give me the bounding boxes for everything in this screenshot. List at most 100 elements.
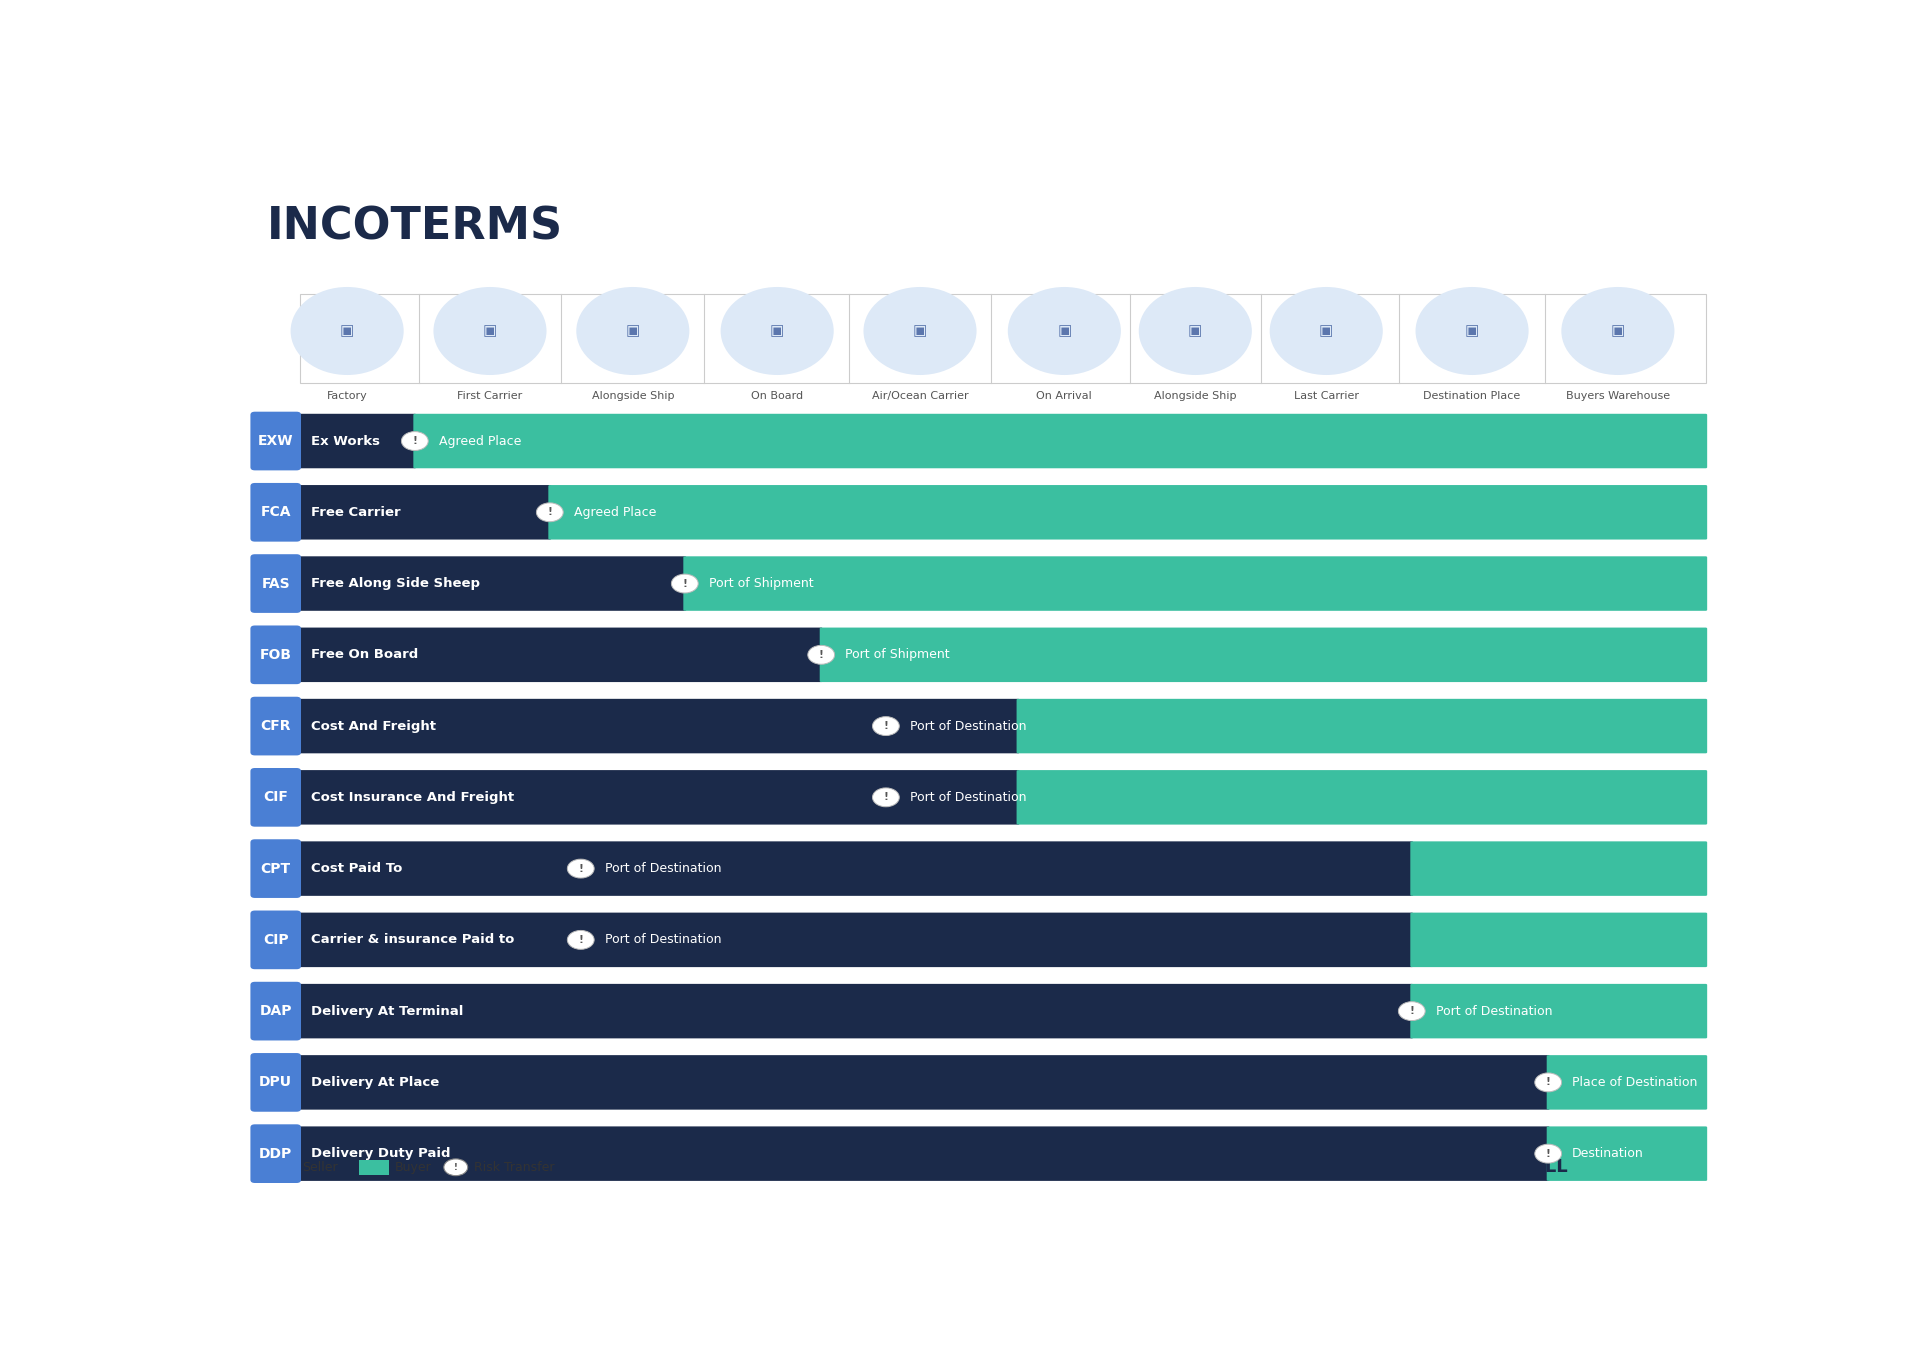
FancyBboxPatch shape xyxy=(298,627,822,682)
Text: Delivery Duty Paid: Delivery Duty Paid xyxy=(311,1147,451,1160)
Text: Free Along Side Sheep: Free Along Side Sheep xyxy=(311,577,480,591)
Text: Port of Destination: Port of Destination xyxy=(910,720,1025,732)
Text: ►: ► xyxy=(1634,1160,1645,1175)
Text: !: ! xyxy=(413,436,417,446)
FancyBboxPatch shape xyxy=(1016,770,1707,825)
Text: First Carrier: First Carrier xyxy=(457,391,522,400)
Text: ▣: ▣ xyxy=(912,324,927,339)
Ellipse shape xyxy=(576,287,689,376)
Text: Cost Paid To: Cost Paid To xyxy=(311,862,403,875)
Text: !: ! xyxy=(1409,1006,1415,1017)
FancyBboxPatch shape xyxy=(1548,1127,1707,1181)
Circle shape xyxy=(401,431,428,450)
Bar xyxy=(300,294,1705,384)
Ellipse shape xyxy=(290,287,403,376)
Text: ▣: ▣ xyxy=(1188,324,1202,339)
Text: !: ! xyxy=(682,578,687,588)
Text: !: ! xyxy=(1546,1149,1551,1158)
Circle shape xyxy=(1398,1002,1425,1021)
Text: CIP: CIP xyxy=(263,932,288,947)
Ellipse shape xyxy=(1415,287,1528,376)
Text: Delivery At Place: Delivery At Place xyxy=(311,1077,440,1089)
Text: Free Carrier: Free Carrier xyxy=(311,506,401,519)
FancyBboxPatch shape xyxy=(298,770,1020,825)
Circle shape xyxy=(566,859,593,878)
Text: FORW: FORW xyxy=(1578,1158,1640,1176)
FancyBboxPatch shape xyxy=(250,768,301,826)
Text: Factory: Factory xyxy=(326,391,367,400)
Text: !: ! xyxy=(578,864,584,874)
Text: Last Carrier: Last Carrier xyxy=(1294,391,1359,400)
Text: !: ! xyxy=(818,649,824,660)
FancyBboxPatch shape xyxy=(250,483,301,542)
FancyBboxPatch shape xyxy=(250,1053,301,1112)
Text: Carrier & insurance Paid to: Carrier & insurance Paid to xyxy=(311,934,515,946)
Text: Seller: Seller xyxy=(303,1161,338,1173)
FancyBboxPatch shape xyxy=(1548,1055,1707,1109)
Circle shape xyxy=(566,931,593,950)
Text: Port of Destination: Port of Destination xyxy=(1436,1004,1551,1018)
Text: DAP: DAP xyxy=(259,1004,292,1018)
Text: ▣: ▣ xyxy=(340,324,355,339)
Text: Buyer: Buyer xyxy=(396,1161,432,1173)
Text: !: ! xyxy=(1546,1078,1551,1087)
Ellipse shape xyxy=(1269,287,1382,376)
Circle shape xyxy=(1534,1072,1561,1092)
Text: !: ! xyxy=(547,508,553,517)
FancyBboxPatch shape xyxy=(250,1124,301,1183)
FancyBboxPatch shape xyxy=(820,627,1707,682)
FancyBboxPatch shape xyxy=(298,913,1413,968)
Text: Risk Transfer: Risk Transfer xyxy=(474,1161,555,1173)
Text: ▣: ▣ xyxy=(1058,324,1071,339)
FancyBboxPatch shape xyxy=(1016,698,1707,754)
FancyBboxPatch shape xyxy=(250,697,301,755)
FancyBboxPatch shape xyxy=(684,557,1707,611)
FancyBboxPatch shape xyxy=(549,485,1707,539)
FancyBboxPatch shape xyxy=(250,840,301,898)
FancyBboxPatch shape xyxy=(1411,913,1707,968)
Text: FOB: FOB xyxy=(259,648,292,661)
FancyBboxPatch shape xyxy=(250,981,301,1040)
Circle shape xyxy=(872,717,899,735)
Text: Free On Board: Free On Board xyxy=(311,648,419,661)
Circle shape xyxy=(672,574,699,593)
FancyBboxPatch shape xyxy=(298,414,417,468)
Text: EXW: EXW xyxy=(257,434,294,448)
Ellipse shape xyxy=(864,287,977,376)
Text: Cost Insurance And Freight: Cost Insurance And Freight xyxy=(311,791,515,804)
Text: DDP: DDP xyxy=(259,1147,292,1161)
Text: On Board: On Board xyxy=(751,391,803,400)
Ellipse shape xyxy=(1561,287,1674,376)
Text: CPT: CPT xyxy=(261,862,290,875)
FancyBboxPatch shape xyxy=(298,984,1413,1038)
Text: FCA: FCA xyxy=(261,505,292,520)
Text: Place of Destination: Place of Destination xyxy=(1572,1077,1697,1089)
FancyBboxPatch shape xyxy=(250,626,301,685)
FancyBboxPatch shape xyxy=(298,1127,1549,1181)
FancyBboxPatch shape xyxy=(413,414,1707,468)
Text: Buyers Warehouse: Buyers Warehouse xyxy=(1567,391,1670,400)
Text: Ex Works: Ex Works xyxy=(311,434,380,448)
Text: Port of Destination: Port of Destination xyxy=(605,862,722,875)
Text: Cost And Freight: Cost And Freight xyxy=(311,720,436,732)
Text: Port of Destination: Port of Destination xyxy=(605,934,722,946)
Text: ALL: ALL xyxy=(1532,1158,1569,1176)
Text: RD: RD xyxy=(1651,1158,1680,1176)
Ellipse shape xyxy=(1139,287,1252,376)
Text: Delivery At Terminal: Delivery At Terminal xyxy=(311,1004,465,1018)
Text: Alongside Ship: Alongside Ship xyxy=(591,391,674,400)
Circle shape xyxy=(1534,1145,1561,1164)
Text: CFR: CFR xyxy=(261,719,292,734)
Ellipse shape xyxy=(720,287,833,376)
Ellipse shape xyxy=(434,287,547,376)
Text: Port of Destination: Port of Destination xyxy=(910,791,1025,804)
FancyBboxPatch shape xyxy=(298,485,551,539)
Text: Destination: Destination xyxy=(1572,1147,1644,1160)
Text: ▣: ▣ xyxy=(482,324,497,339)
Circle shape xyxy=(444,1160,468,1176)
Text: !: ! xyxy=(883,792,889,803)
Text: ▣: ▣ xyxy=(1465,324,1478,339)
Circle shape xyxy=(536,502,563,521)
FancyBboxPatch shape xyxy=(298,1055,1549,1109)
Text: DPU: DPU xyxy=(259,1075,292,1089)
